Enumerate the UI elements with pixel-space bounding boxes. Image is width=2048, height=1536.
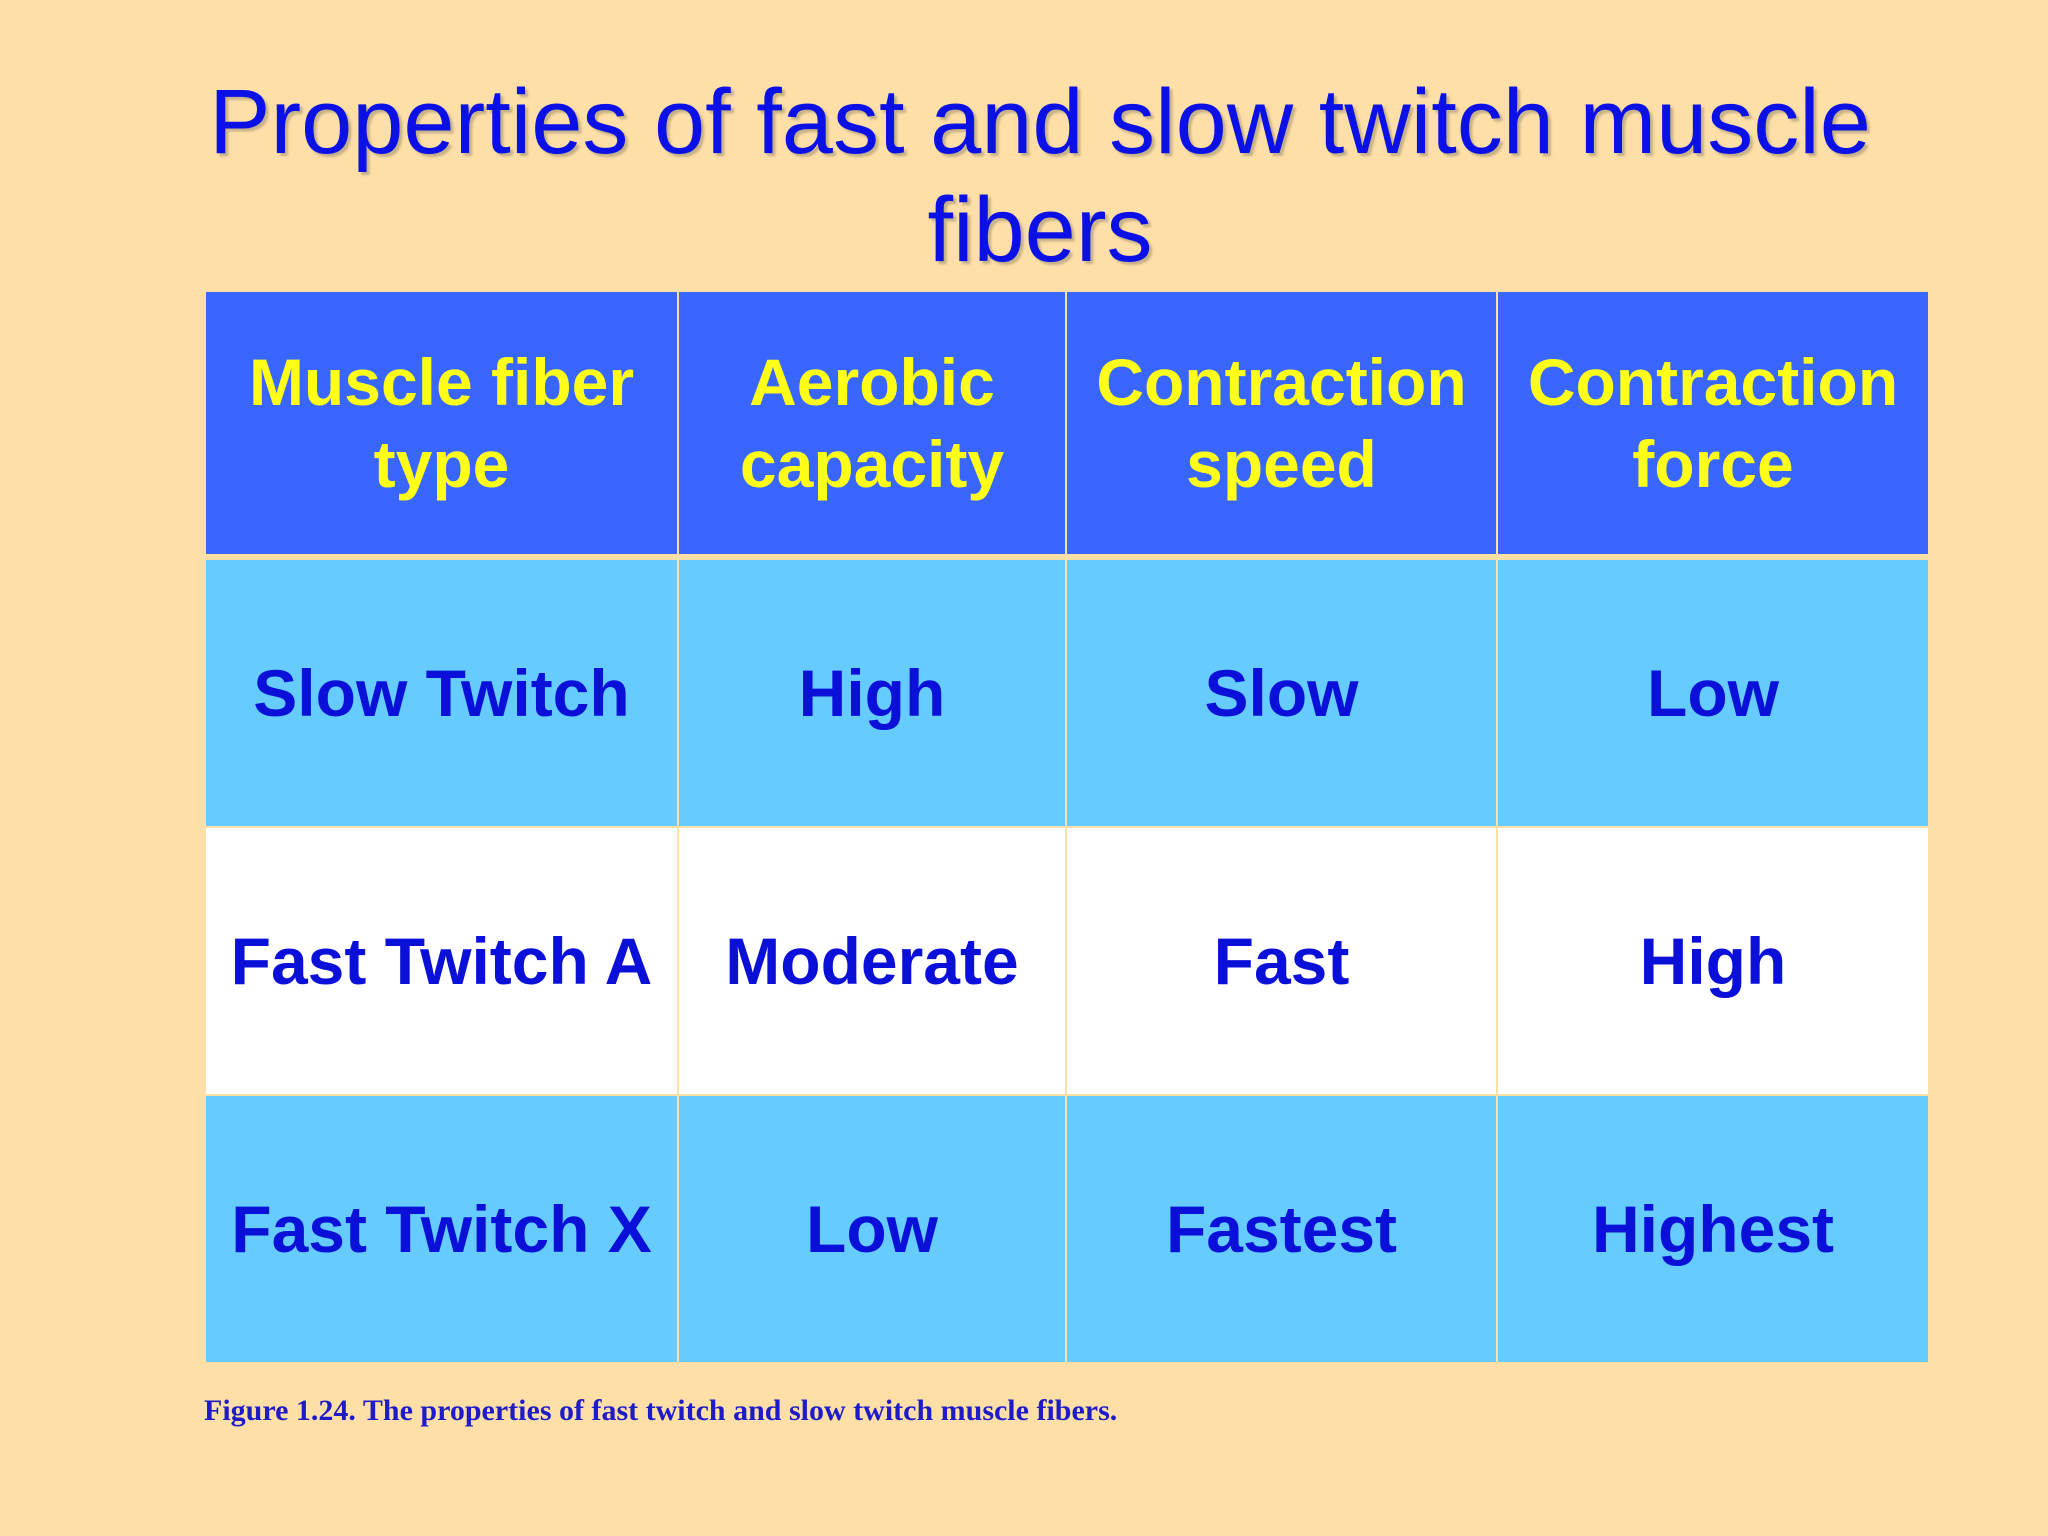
header-muscle-fiber-type: Muscle fiber type xyxy=(204,290,679,558)
header-aerobic-capacity: Aerobic capacity xyxy=(677,290,1067,558)
header-contraction-force: Contraction force xyxy=(1496,290,1930,558)
figure-caption: Figure 1.24. The properties of fast twit… xyxy=(204,1394,1118,1427)
cell-aerobic-capacity: Moderate xyxy=(677,826,1067,1096)
table-row: Slow Twitch High Slow Low xyxy=(204,556,1930,828)
cell-contraction-force: Low xyxy=(1496,556,1930,828)
cell-aerobic-capacity: High xyxy=(677,556,1067,828)
cell-contraction-speed: Fastest xyxy=(1065,1094,1498,1364)
header-contraction-speed: Contraction speed xyxy=(1065,290,1498,558)
table-row: Fast Twitch A Moderate Fast High xyxy=(204,826,1930,1096)
cell-aerobic-capacity: Low xyxy=(677,1094,1067,1364)
table-row: Fast Twitch X Low Fastest Highest xyxy=(204,1094,1930,1364)
cell-contraction-force: High xyxy=(1496,826,1930,1096)
muscle-fiber-properties-table: Muscle fiber type Aerobic capacity Contr… xyxy=(204,290,1930,1364)
cell-fiber-type: Slow Twitch xyxy=(204,556,679,828)
cell-contraction-speed: Fast xyxy=(1065,826,1498,1096)
cell-fiber-type: Fast Twitch A xyxy=(204,826,679,1096)
cell-fiber-type: Fast Twitch X xyxy=(204,1094,679,1364)
cell-contraction-speed: Slow xyxy=(1065,556,1498,828)
slide-title: Properties of fast and slow twitch muscl… xyxy=(209,71,1871,281)
cell-contraction-force: Highest xyxy=(1496,1094,1930,1364)
table-header-row: Muscle fiber type Aerobic capacity Contr… xyxy=(204,290,1930,558)
